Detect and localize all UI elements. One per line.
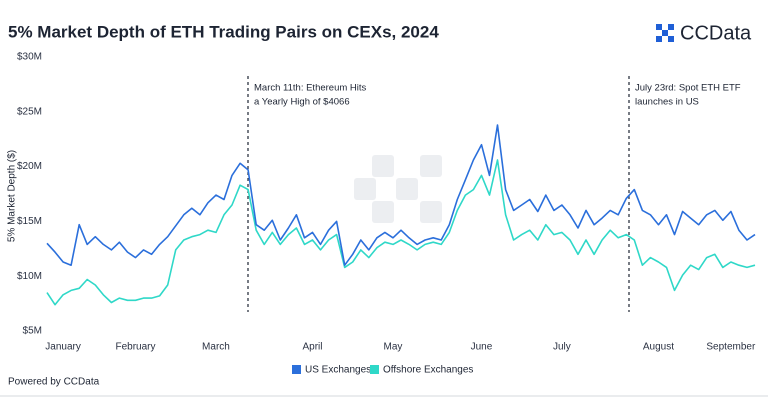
x-tick-label: January — [45, 342, 81, 353]
brand-logo: CCData — [656, 22, 752, 44]
x-tick-label: July — [553, 342, 571, 353]
y-tick-label: $5M — [23, 326, 42, 337]
y-tick-label: $30M — [17, 52, 42, 63]
x-tick-label: September — [706, 342, 756, 353]
chart-title: 5% Market Depth of ETH Trading Pairs on … — [8, 22, 439, 41]
legend-label: Offshore Exchanges — [383, 365, 473, 376]
y-tick-label: $20M — [17, 161, 42, 172]
annotation-text: March 11th: Ethereum Hits — [254, 83, 367, 94]
annotation-text: launches in US — [635, 97, 699, 108]
legend-swatch — [370, 365, 379, 374]
legend-swatch — [292, 365, 301, 374]
watermark — [354, 155, 442, 223]
footer: Powered by CCData — [8, 377, 100, 388]
y-tick-label: $25M — [17, 106, 42, 117]
x-tick-label: August — [643, 342, 674, 353]
y-tick-label: $15M — [17, 216, 42, 227]
x-tick-label: February — [115, 342, 155, 353]
series-line — [46, 124, 756, 266]
legend-label: US Exchanges — [305, 365, 371, 376]
annotation-text: a Yearly High of $4066 — [254, 97, 350, 108]
x-tick-label: March — [202, 342, 230, 353]
series-line — [46, 159, 756, 306]
x-tick-label: May — [384, 342, 403, 353]
x-tick-label: April — [302, 342, 322, 353]
y-tick-label: $10M — [17, 271, 42, 282]
annotation-text: July 23rd: Spot ETH ETF — [635, 83, 741, 94]
x-tick-label: June — [471, 342, 493, 353]
y-axis-title: 5% Market Depth ($) — [7, 150, 18, 242]
brand-name: CCData — [680, 22, 752, 44]
